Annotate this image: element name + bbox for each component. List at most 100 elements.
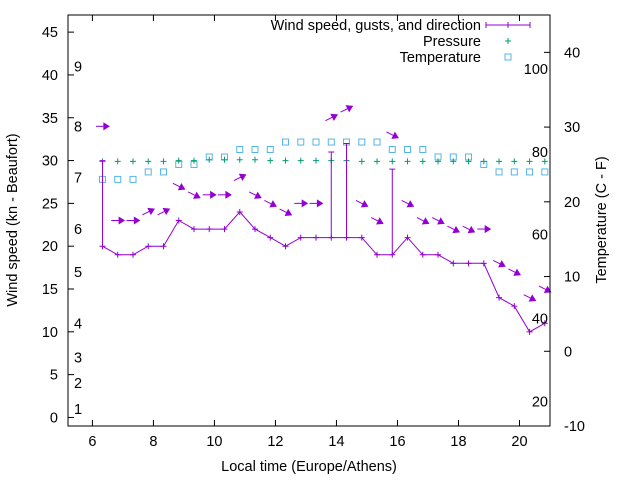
fahrenheit-label: 100	[524, 62, 548, 78]
wind-direction-arrow	[508, 268, 522, 276]
y-axis-label: Wind speed (kn - Beaufort)	[5, 133, 21, 306]
wind-direction-head	[162, 207, 171, 216]
wind-direction-arrow	[294, 199, 309, 208]
beaufort-label: 2	[74, 376, 82, 392]
wind-speed-point	[496, 294, 503, 301]
temperature-point	[541, 168, 549, 176]
wind-direction-arrow	[523, 294, 537, 302]
pressure-point	[480, 158, 487, 165]
wind-speed-point	[221, 226, 228, 233]
wind-direction-arrow	[447, 225, 461, 234]
temperature-point	[144, 168, 152, 176]
wind-direction-head	[269, 200, 277, 208]
wind-direction-head	[210, 190, 217, 199]
wind-speed-point	[419, 251, 426, 258]
x-axis-label: Local time (Europe/Athens)	[221, 459, 397, 475]
y2-tick-label: -10	[564, 419, 585, 435]
wind-direction-arrow	[248, 191, 262, 199]
wind-direction-head	[316, 199, 324, 208]
pressure-point	[465, 158, 472, 165]
y2-tick-label: 0	[564, 344, 572, 360]
temperature-point	[129, 175, 137, 183]
wind-direction-head	[330, 113, 338, 121]
temperature-point	[510, 168, 518, 176]
y-tick-label: 35	[42, 111, 58, 127]
wind-direction-head	[406, 200, 415, 208]
wind-direction-arrow	[202, 190, 217, 199]
y-tick-label: 20	[42, 239, 58, 255]
wind-speed-point	[236, 208, 243, 215]
y-tick-label: 5	[50, 368, 58, 384]
pressure-point	[496, 158, 503, 165]
wind-speed-point	[297, 234, 304, 241]
wind-speed-point	[374, 251, 381, 258]
wind-direction-arrow	[279, 208, 293, 216]
wind-direction-arrow	[355, 200, 369, 208]
wind-speed-point	[145, 243, 152, 250]
beaufort-label: 4	[74, 316, 82, 332]
wind-direction-arrow	[111, 216, 126, 225]
y2-tick-label: 10	[564, 270, 580, 286]
temperature-point	[327, 138, 335, 146]
wind-gust-bar	[328, 151, 335, 238]
y-tick-label: 15	[42, 282, 58, 298]
temperature-point	[526, 168, 534, 176]
pressure-point	[145, 158, 152, 165]
legend-sample-temperature	[504, 53, 512, 61]
pressure-point	[450, 158, 457, 165]
x-tick-label: 14	[328, 434, 344, 450]
y2-tick-label: 20	[564, 195, 580, 211]
x-tick-label: 8	[149, 434, 157, 450]
wind-speed-point	[160, 243, 167, 250]
wind-speed-point	[511, 303, 518, 310]
temperature-point	[404, 146, 412, 154]
temperature-point	[358, 138, 366, 146]
fahrenheit-label: 40	[532, 311, 548, 327]
wind-direction-head	[238, 173, 247, 181]
temperature-point	[282, 138, 290, 146]
temperature-point	[388, 146, 396, 154]
legend-label-pressure: Pressure	[423, 34, 481, 50]
legend-label-wind: Wind speed, gusts, and direction	[271, 18, 481, 34]
beaufort-label: 7	[74, 171, 82, 187]
wind-direction-head	[528, 294, 537, 302]
fahrenheit-label: 80	[532, 145, 548, 161]
wind-gust-bar	[389, 168, 396, 255]
wind-direction-head	[345, 105, 354, 113]
temperature-point	[495, 168, 503, 176]
pressure-point	[389, 158, 396, 165]
y-tick-label: 25	[42, 196, 58, 212]
plot-frame	[67, 14, 551, 427]
pressure-point	[252, 156, 259, 163]
x-tick-label: 20	[511, 434, 527, 450]
pressure-point	[160, 158, 167, 165]
wind-speed-point	[267, 234, 274, 241]
wind-direction-arrow	[309, 199, 324, 208]
pressure-point	[114, 158, 121, 165]
tick-marks	[68, 15, 550, 427]
wind-direction-head	[376, 217, 384, 225]
wind-direction-arrow	[462, 225, 476, 234]
wind-direction-arrow	[264, 200, 277, 208]
y-tick-label: 30	[42, 154, 58, 170]
wind-direction-head	[225, 190, 232, 199]
plot-series	[95, 105, 552, 335]
pressure-point	[297, 157, 304, 164]
x-tick-label: 16	[389, 434, 405, 450]
wind-direction-arrow	[492, 259, 506, 268]
legend-sample-pressure	[505, 38, 511, 44]
y-tick-label: 0	[50, 410, 58, 426]
wind-speed-point	[190, 226, 197, 233]
wind-direction-arrow	[142, 207, 155, 216]
wind-direction-arrow	[325, 113, 338, 122]
pressure-point	[236, 156, 243, 163]
legend-samples	[485, 22, 531, 61]
fahrenheit-label: 20	[532, 394, 548, 410]
wind-speed-point	[435, 251, 442, 258]
wind-direction-head	[484, 225, 492, 234]
temperature-point	[297, 138, 305, 146]
wind-gust-bar	[343, 142, 350, 238]
y-tick-label: 40	[42, 68, 58, 84]
pressure-point	[221, 156, 228, 163]
